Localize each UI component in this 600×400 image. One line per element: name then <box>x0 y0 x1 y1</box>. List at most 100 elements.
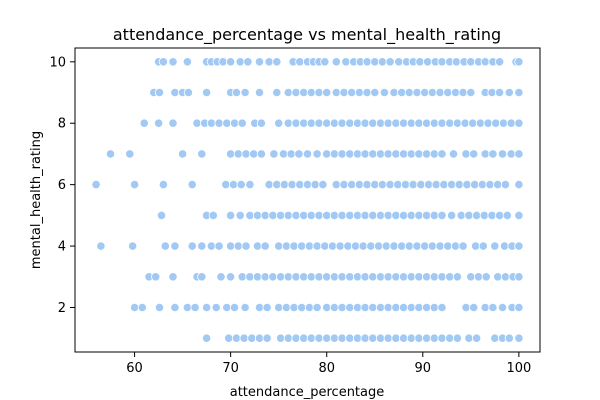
scatter-point <box>274 241 284 251</box>
scatter-point <box>206 241 216 251</box>
scatter-point <box>493 272 503 282</box>
scatter-point <box>420 87 430 98</box>
scatter-point <box>514 149 524 159</box>
scatter-point <box>226 272 236 282</box>
scatter-point <box>156 210 167 220</box>
scatter-point <box>329 118 339 128</box>
scatter-point <box>262 302 272 313</box>
scatter-point <box>352 118 363 128</box>
scatter-point <box>182 302 192 313</box>
scatter-point <box>421 210 432 220</box>
scatter-point <box>437 118 447 128</box>
scatter-point <box>245 210 255 220</box>
scatter-point <box>397 241 407 251</box>
y-tick-label: 6 <box>58 178 66 193</box>
scatter-point <box>448 149 459 159</box>
scatter-point <box>229 118 240 128</box>
scatter-point <box>352 149 363 159</box>
scatter-point <box>281 302 291 313</box>
scatter-point <box>320 241 330 251</box>
scatter-point <box>414 210 424 220</box>
scatter-point <box>252 210 263 220</box>
scatter-point <box>139 118 149 128</box>
scatter-point <box>254 87 265 98</box>
points-layer <box>91 57 524 343</box>
scatter-point <box>322 210 332 220</box>
scatter-point <box>360 210 370 220</box>
scatter-point <box>414 272 424 282</box>
scatter-point <box>487 210 497 220</box>
scatter-point <box>272 57 282 67</box>
scatter-point <box>375 333 386 343</box>
scatter-point <box>158 180 168 190</box>
scatter-point <box>237 118 247 128</box>
scatter-point <box>439 180 449 190</box>
x-tick-label: 80 <box>318 361 335 376</box>
scatter-point <box>178 149 188 159</box>
chart-title: attendance_percentage vs mental_health_r… <box>113 25 501 45</box>
scatter-point <box>322 333 332 343</box>
scatter-point <box>477 180 487 190</box>
scatter-point <box>218 57 228 67</box>
scatter-point <box>497 302 508 313</box>
scatter-point <box>400 180 411 190</box>
scatter-point <box>375 272 386 282</box>
scatter-point <box>299 272 309 282</box>
scatter-point <box>422 57 433 67</box>
scatter-point <box>391 118 401 128</box>
scatter-point <box>96 241 106 251</box>
scatter-point <box>289 241 299 251</box>
scatter-point <box>375 118 386 128</box>
scatter-point <box>350 241 361 251</box>
scatter-point <box>383 118 393 128</box>
scatter-point <box>464 333 474 343</box>
scatter-point <box>471 210 482 220</box>
scatter-point <box>170 302 180 313</box>
scatter-point <box>306 333 316 343</box>
scatter-point <box>335 241 345 251</box>
scatter-point <box>437 57 447 67</box>
scatter-point <box>415 57 425 67</box>
scatter-point <box>383 272 393 282</box>
scatter-point <box>429 149 439 159</box>
scatter-point <box>158 57 168 67</box>
scatter-point <box>480 57 490 67</box>
scatter-point <box>443 241 453 251</box>
scatter-point <box>470 180 480 190</box>
y-axis-ticks: 2 4 6 8 10 <box>49 55 75 316</box>
scatter-point <box>421 333 432 343</box>
scatter-point <box>233 241 243 251</box>
scatter-point <box>406 118 416 128</box>
scatter-point <box>245 180 255 190</box>
scatter-point <box>506 149 516 159</box>
scatter-point <box>243 57 253 67</box>
scatter-point <box>370 180 380 190</box>
scatter-point <box>451 57 461 67</box>
scatter-point <box>427 87 437 98</box>
scatter-point <box>393 180 403 190</box>
scatter-point <box>398 272 409 282</box>
scatter-point <box>437 272 447 282</box>
scatter-point <box>312 149 322 159</box>
scatter-point <box>385 180 395 190</box>
scatter-point <box>435 241 445 251</box>
scatter-point <box>231 87 241 98</box>
scatter-point <box>318 180 328 190</box>
scatter-point <box>414 149 424 159</box>
scatter-point <box>377 57 387 67</box>
scatter-point <box>452 333 462 343</box>
scatter-point <box>237 272 247 282</box>
scatter-point <box>352 302 363 313</box>
scatter-point <box>264 57 274 67</box>
scatter-point <box>473 272 484 282</box>
scatter-point <box>445 272 455 282</box>
y-tick-label: 4 <box>58 240 66 255</box>
scatter-point <box>488 302 498 313</box>
scatter-point <box>329 333 339 343</box>
scatter-point <box>240 302 250 313</box>
scatter-point <box>347 87 357 98</box>
scatter-point <box>320 57 330 67</box>
scatter-point <box>500 180 510 190</box>
scatter-point <box>281 241 291 251</box>
scatter-point <box>429 302 439 313</box>
